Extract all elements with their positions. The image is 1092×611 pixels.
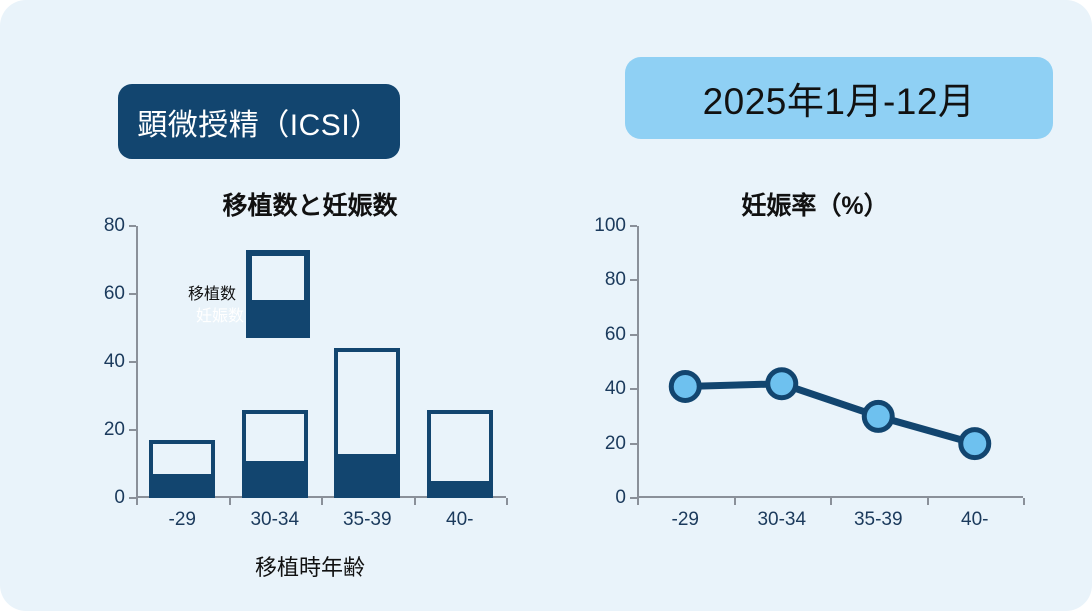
bar-x-axis [136,496,506,498]
line-data-point [958,427,992,461]
line-data-point [765,367,799,401]
line-data-point [668,369,702,403]
pregnancy-rate-series [668,367,992,461]
bar-x-tick-mark [506,498,508,505]
bar-segment-pregnancies [334,453,401,498]
bar-y-tick-label: 60 [103,283,125,304]
line-data-point [861,399,895,433]
line-x-tick-label: 30-34 [757,509,807,530]
bar-x-axis-title: 移植時年齢 [254,555,365,580]
bar-x-tick-mark [228,498,231,505]
bar-y-axis [136,226,138,498]
bar-y-tick-label: 0 [114,487,125,508]
line-x-tick-mark [830,498,832,505]
bar-x-tick-label: 40- [446,509,474,530]
bar-group [426,409,493,498]
line-y-tick-label: 20 [604,432,626,454]
line-x-tick-mark [637,498,639,505]
pregnancy-rate-line-chart: 妊娠率（%） 0 20 40 60 80 100 -29 30-34 35-39 40- [585,186,1045,576]
line-y-tick-label: 40 [604,378,626,400]
line-y-tick-label: 60 [604,323,626,345]
line-x-tick-label: 40- [961,509,989,530]
bar-y-tick-label: 20 [103,419,125,440]
bar-segment-pregnancies [241,460,308,498]
bar-x-tick-label: 35-39 [342,509,392,530]
bar-segment-pregnancies [426,481,493,498]
bar-x-tick-mark [413,498,416,505]
legend-swatch-transfers [252,255,304,300]
line-y-tick-label: 80 [604,269,626,291]
line-y-tick-label: 0 [615,487,626,508]
bar-x-tick-mark [136,498,138,505]
legend-label-pregnancies: 妊娠数 [195,307,244,325]
line-y-axis [637,226,639,498]
bar-y-tick-label: 80 [103,215,125,236]
line-plot-area: 0 20 40 60 80 100 -29 30-34 35-39 40- [594,215,1025,530]
bar-chart-title: 移植数と妊娠数 [222,192,398,220]
line-y-tick-mark [630,497,637,499]
bar-y-tick-mark [129,429,136,431]
legend-label-transfers: 移植数 [187,285,236,303]
line-chart-title: 妊娠率（%） [741,192,889,220]
line-x-axis [637,496,1023,498]
line-x-tick-label: -29 [671,509,699,530]
legend-swatch [246,249,310,338]
bar-y-tick-label: 40 [103,351,125,372]
bar-y-tick-mark [129,225,136,227]
line-x-tick-mark [733,498,736,505]
line-y-tick-mark [630,225,637,227]
line-path [681,380,979,448]
line-y-tick-mark [630,388,637,391]
bar-group [334,348,401,498]
period-label: 2025年1月-12月 [702,81,976,122]
line-x-tick-mark [1023,498,1025,505]
line-x-tick-label: 35-39 [853,509,903,530]
treatment-type-label: 顕微授精（ICSI） [137,108,381,142]
bar-x-tick-label: 30-34 [250,509,300,530]
bar-group [241,409,308,498]
transfers-and-pregnancies-bar-chart: 移植数と妊娠数 移植数 妊娠数 0 20 40 60 80 -29 30-34 35-39 40… [104,186,510,580]
bar-plot-area: 移植数 妊娠数 0 20 40 60 80 -29 30-34 35-39 40- [104,215,508,530]
line-y-tick-mark [630,333,637,336]
period-badge: 2025年1月-12月 [625,57,1053,139]
bar-y-tick-mark [129,497,136,499]
line-y-tick-mark [630,442,637,445]
bar-x-tick-label: -29 [168,509,196,530]
line-y-tick-mark [630,279,637,282]
treatment-type-badge: 顕微授精（ICSI） [118,84,400,159]
bar-group [149,440,216,498]
line-x-tick-mark [926,498,929,505]
line-y-tick-label: 100 [594,215,626,236]
bar-y-tick-mark [129,361,136,363]
bar-segment-pregnancies [149,474,216,498]
bar-y-tick-mark [129,293,136,295]
bar-x-tick-mark [321,498,323,505]
